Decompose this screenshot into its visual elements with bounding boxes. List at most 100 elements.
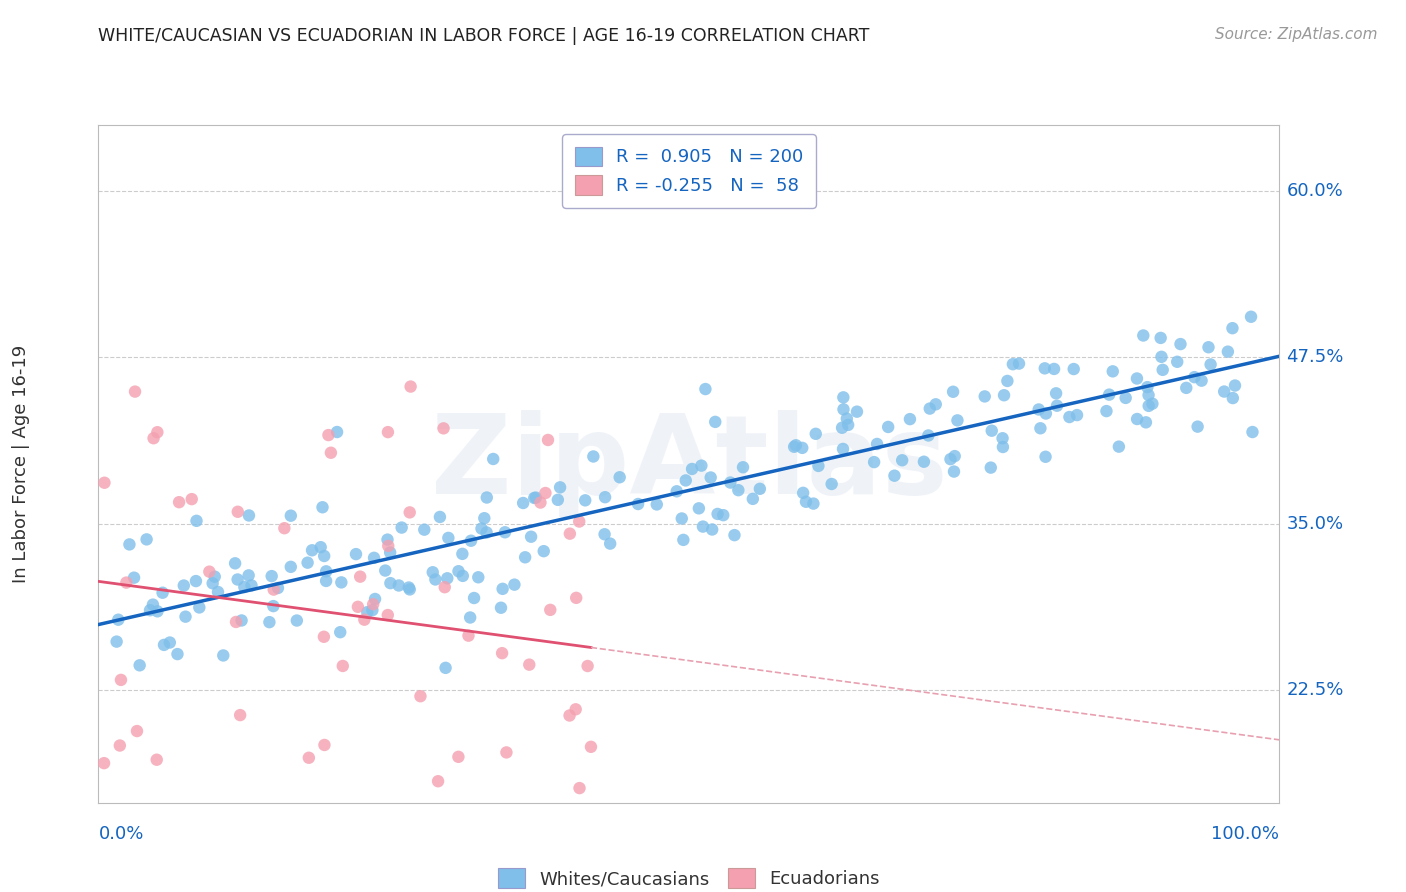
Point (1150, 350, 1173, 364)
Point (153, 638, 176, 652)
Point (1043, 362, 1066, 376)
Point (832, 402, 855, 417)
Point (831, 421, 853, 435)
Point (451, 547, 474, 561)
Point (427, 774, 450, 789)
Point (110, 673, 132, 687)
Point (475, 491, 498, 505)
Text: 22.5%: 22.5% (1286, 681, 1344, 698)
Point (173, 578, 195, 592)
Text: 100.0%: 100.0% (1212, 825, 1279, 843)
Point (472, 511, 495, 525)
Point (1175, 381, 1198, 395)
Point (520, 530, 543, 544)
Point (523, 491, 546, 505)
Point (547, 492, 569, 507)
Point (125, 724, 148, 739)
Point (820, 477, 842, 491)
Point (1198, 340, 1220, 354)
Text: Source: ZipAtlas.com: Source: ZipAtlas.com (1215, 27, 1378, 42)
Point (564, 702, 586, 716)
Point (681, 462, 703, 476)
Point (433, 580, 456, 594)
Point (783, 440, 806, 454)
Point (391, 520, 413, 534)
Point (297, 556, 319, 570)
Point (939, 452, 962, 467)
Point (174, 609, 197, 624)
Point (1046, 399, 1069, 413)
Point (280, 508, 302, 523)
Point (973, 389, 995, 403)
Point (146, 425, 169, 440)
Point (329, 625, 352, 640)
Point (891, 453, 914, 467)
Point (398, 581, 420, 595)
Point (186, 514, 208, 528)
Point (672, 533, 695, 547)
Point (273, 521, 295, 535)
Point (1126, 412, 1149, 426)
Point (458, 610, 481, 624)
Point (434, 661, 457, 675)
Point (704, 415, 727, 429)
Point (395, 853, 418, 867)
Point (568, 781, 591, 796)
Point (356, 605, 378, 619)
Point (93, 475, 115, 490)
Point (558, 526, 581, 541)
Point (314, 549, 336, 563)
Point (262, 599, 284, 613)
Point (398, 505, 420, 519)
Point (1222, 321, 1244, 335)
Point (364, 592, 387, 607)
Point (1028, 402, 1050, 417)
Point (309, 540, 332, 554)
Text: ZipAtlas: ZipAtlas (430, 410, 948, 517)
Text: WHITE/CAUCASIAN VS ECUADORIAN IN LABOR FORCE | AGE 16-19 CORRELATION CHART: WHITE/CAUCASIAN VS ECUADORIAN IN LABOR F… (98, 27, 870, 45)
Point (388, 578, 411, 592)
Point (690, 458, 713, 473)
Point (548, 480, 571, 494)
Point (344, 547, 367, 561)
Point (1135, 415, 1157, 429)
Point (207, 585, 229, 599)
Point (142, 598, 165, 612)
Point (374, 564, 396, 578)
Point (259, 615, 281, 629)
Point (489, 600, 512, 615)
Point (727, 483, 749, 498)
Point (159, 635, 181, 649)
Point (517, 657, 540, 672)
Point (315, 565, 337, 579)
Point (263, 582, 285, 597)
Point (188, 600, 211, 615)
Point (1142, 397, 1164, 411)
Point (285, 614, 308, 628)
Point (238, 568, 260, 582)
Point (124, 384, 146, 399)
Point (702, 523, 724, 537)
Point (558, 708, 581, 723)
Point (467, 570, 489, 584)
Point (995, 374, 1018, 388)
Point (226, 573, 249, 587)
Point (315, 574, 337, 588)
Point (135, 533, 157, 547)
Point (503, 577, 526, 591)
Point (409, 690, 432, 704)
Point (803, 497, 825, 511)
Point (593, 490, 616, 504)
Text: 35.0%: 35.0% (1286, 515, 1344, 533)
Point (377, 539, 399, 553)
Point (593, 527, 616, 541)
Point (877, 420, 900, 434)
Point (122, 571, 145, 585)
Point (1095, 404, 1118, 418)
Point (1035, 450, 1057, 464)
Point (912, 455, 935, 469)
Point (301, 543, 323, 558)
Point (380, 576, 402, 591)
Point (326, 425, 349, 439)
Point (470, 522, 492, 536)
